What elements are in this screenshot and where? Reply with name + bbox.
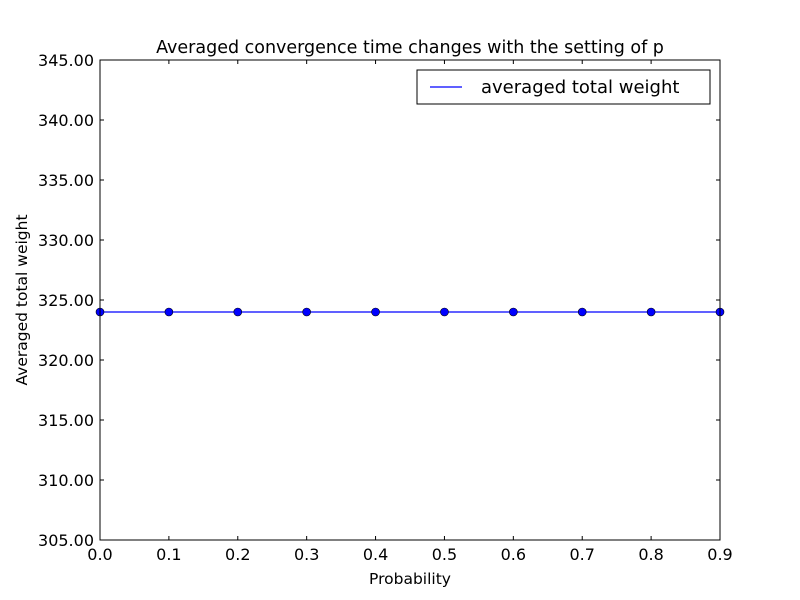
data-point [646, 307, 656, 317]
x-tick-label: 0.5 [432, 545, 457, 564]
data-point [577, 307, 587, 317]
x-tick-label: 0.8 [638, 545, 663, 564]
y-tick-label: 335.00 [38, 171, 94, 190]
data-point [233, 307, 243, 317]
y-tick-labels: 305.00 310.00 315.00 320.00 325.00 330.00 335.… [38, 51, 94, 550]
legend-label: averaged total weight [481, 77, 679, 98]
x-tick-label: 0.1 [156, 545, 181, 564]
x-tick-label: 0.6 [501, 545, 526, 564]
y-tick-label: 340.00 [38, 111, 94, 130]
x-axis-label: Probability [369, 570, 451, 588]
y-tick-label: 345.00 [38, 51, 94, 70]
data-point [509, 307, 518, 317]
x-tick-label: 0.9 [707, 545, 732, 564]
y-tick-label: 325.00 [38, 291, 94, 310]
data-point [302, 307, 311, 317]
x-tick-label: 0.0 [87, 545, 112, 564]
plot-frame [99, 59, 721, 541]
data-point [164, 307, 174, 317]
data-point [440, 307, 449, 317]
chart-title: Averaged convergence time changes with t… [156, 38, 664, 58]
x-tick-label: 0.4 [363, 545, 388, 564]
y-tick-label: 330.00 [38, 231, 94, 250]
plot-area [100, 60, 720, 540]
y-tick-label: 310.00 [38, 471, 94, 490]
x-tick-label: 0.7 [569, 545, 594, 564]
y-axis-label: Averaged total weight [13, 214, 31, 385]
y-tick-label: 320.00 [38, 351, 94, 370]
x-tick-label: 0.2 [225, 545, 250, 564]
legend-box [416, 69, 711, 105]
legend: averaged total weight [416, 69, 711, 105]
data-point [371, 307, 380, 317]
y-tick-label: 305.00 [38, 531, 94, 550]
x-tick-label: 0.3 [294, 545, 319, 564]
x-tick-labels: 0.0 0.1 0.2 0.3 0.4 0.5 0.6 0.7 0.8 0.9 [87, 545, 732, 564]
y-tick-label: 315.00 [38, 411, 94, 430]
